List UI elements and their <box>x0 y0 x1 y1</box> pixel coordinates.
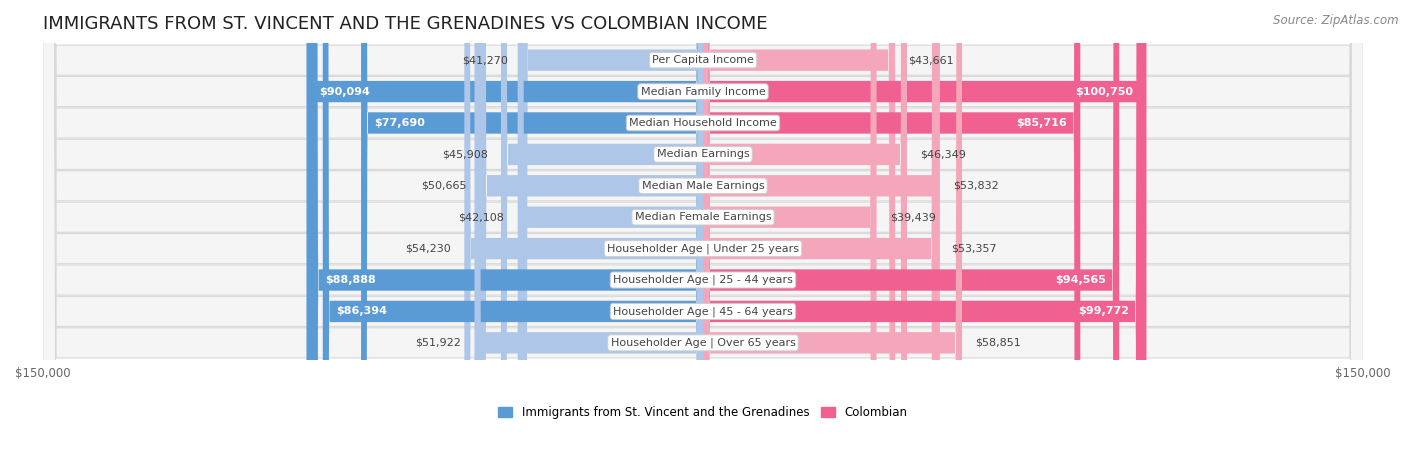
Text: Median Female Earnings: Median Female Earnings <box>634 212 772 222</box>
Text: $41,270: $41,270 <box>463 55 508 65</box>
FancyBboxPatch shape <box>42 0 1364 467</box>
FancyBboxPatch shape <box>464 0 703 467</box>
Text: $86,394: $86,394 <box>336 306 387 317</box>
Text: $100,750: $100,750 <box>1076 86 1133 97</box>
FancyBboxPatch shape <box>42 0 1364 467</box>
FancyBboxPatch shape <box>703 0 938 467</box>
Text: $58,851: $58,851 <box>976 338 1021 348</box>
FancyBboxPatch shape <box>42 0 1364 467</box>
FancyBboxPatch shape <box>42 0 1364 467</box>
Text: Median Earnings: Median Earnings <box>657 149 749 159</box>
Text: $39,439: $39,439 <box>890 212 935 222</box>
FancyBboxPatch shape <box>323 0 703 467</box>
Text: $54,230: $54,230 <box>405 244 451 254</box>
Text: Median Household Income: Median Household Income <box>628 118 778 128</box>
Text: $77,690: $77,690 <box>374 118 425 128</box>
FancyBboxPatch shape <box>42 0 1364 467</box>
Text: $90,094: $90,094 <box>319 86 371 97</box>
Text: $51,922: $51,922 <box>415 338 461 348</box>
Text: Householder Age | 25 - 44 years: Householder Age | 25 - 44 years <box>613 275 793 285</box>
FancyBboxPatch shape <box>42 0 1364 467</box>
Text: Median Family Income: Median Family Income <box>641 86 765 97</box>
FancyBboxPatch shape <box>522 0 703 467</box>
FancyBboxPatch shape <box>703 0 907 467</box>
Legend: Immigrants from St. Vincent and the Grenadines, Colombian: Immigrants from St. Vincent and the Gren… <box>494 402 912 424</box>
Text: $94,565: $94,565 <box>1054 275 1107 285</box>
FancyBboxPatch shape <box>703 0 876 467</box>
FancyBboxPatch shape <box>703 0 1119 467</box>
Text: $42,108: $42,108 <box>458 212 505 222</box>
Text: $53,357: $53,357 <box>950 244 997 254</box>
Text: Per Capita Income: Per Capita Income <box>652 55 754 65</box>
FancyBboxPatch shape <box>703 0 1080 467</box>
Text: Householder Age | Under 25 years: Householder Age | Under 25 years <box>607 243 799 254</box>
FancyBboxPatch shape <box>703 0 941 467</box>
FancyBboxPatch shape <box>501 0 703 467</box>
Text: $46,349: $46,349 <box>920 149 966 159</box>
FancyBboxPatch shape <box>307 0 703 467</box>
Text: $85,716: $85,716 <box>1017 118 1067 128</box>
Text: IMMIGRANTS FROM ST. VINCENT AND THE GRENADINES VS COLOMBIAN INCOME: IMMIGRANTS FROM ST. VINCENT AND THE GREN… <box>42 15 768 33</box>
FancyBboxPatch shape <box>312 0 703 467</box>
Text: Householder Age | 45 - 64 years: Householder Age | 45 - 64 years <box>613 306 793 317</box>
Text: $99,772: $99,772 <box>1078 306 1129 317</box>
FancyBboxPatch shape <box>703 0 896 467</box>
FancyBboxPatch shape <box>42 0 1364 467</box>
FancyBboxPatch shape <box>474 0 703 467</box>
Text: Median Male Earnings: Median Male Earnings <box>641 181 765 191</box>
Text: Source: ZipAtlas.com: Source: ZipAtlas.com <box>1274 14 1399 27</box>
Text: $53,832: $53,832 <box>953 181 998 191</box>
FancyBboxPatch shape <box>703 0 962 467</box>
FancyBboxPatch shape <box>479 0 703 467</box>
Text: $50,665: $50,665 <box>422 181 467 191</box>
FancyBboxPatch shape <box>42 0 1364 467</box>
Text: $45,908: $45,908 <box>441 149 488 159</box>
FancyBboxPatch shape <box>703 0 1146 467</box>
FancyBboxPatch shape <box>703 0 1142 467</box>
FancyBboxPatch shape <box>42 0 1364 467</box>
Text: Householder Age | Over 65 years: Householder Age | Over 65 years <box>610 338 796 348</box>
Text: $88,888: $88,888 <box>325 275 375 285</box>
FancyBboxPatch shape <box>42 0 1364 467</box>
FancyBboxPatch shape <box>361 0 703 467</box>
FancyBboxPatch shape <box>517 0 703 467</box>
Text: $43,661: $43,661 <box>908 55 955 65</box>
